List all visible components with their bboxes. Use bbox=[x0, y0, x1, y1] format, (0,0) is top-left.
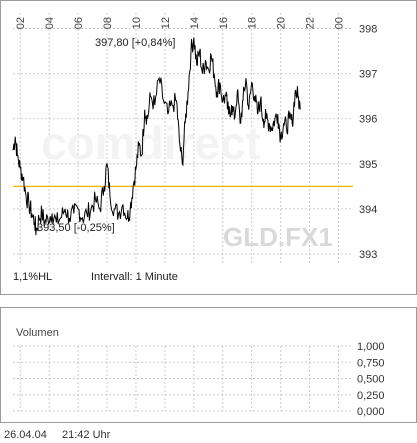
price-x-ticks: 02 04 06 08 10 12 14 16 18 20 22 00 bbox=[15, 17, 345, 29]
y-tick-label: 394 bbox=[359, 204, 377, 216]
x-tick-label: 00 bbox=[334, 17, 346, 29]
y-tick-label: 393 bbox=[359, 249, 377, 261]
x-tick-label: 08 bbox=[102, 17, 114, 29]
volume-chart-panel: Volumen 1,000 0,750 0,500 0,250 0,000 bbox=[0, 307, 417, 423]
x-tick-label: 14 bbox=[189, 17, 201, 29]
price-chart-panel: comdirect GLD.FX1 02 04 06 08 10 12 14 16 18 20 22… bbox=[0, 0, 417, 295]
x-tick-label: 20 bbox=[276, 17, 288, 29]
y-tick-label: 395 bbox=[359, 159, 377, 171]
price-series-line bbox=[12, 37, 301, 236]
volume-y-tick-label: 0,750 bbox=[357, 357, 385, 369]
volume-chart-svg: 1,000 0,750 0,500 0,250 0,000 bbox=[13, 341, 385, 418]
y-tick-label: 396 bbox=[359, 114, 377, 126]
x-tick-label: 18 bbox=[247, 17, 259, 29]
volume-y-tick-label: 0,250 bbox=[357, 390, 385, 402]
volume-y-ticks: 1,000 0,750 0,500 0,250 0,000 bbox=[357, 341, 385, 418]
x-tick-label: 22 bbox=[305, 17, 317, 29]
x-tick-label: 16 bbox=[218, 17, 230, 29]
price-y-ticks: 398 397 396 395 394 393 bbox=[359, 24, 377, 261]
watermark-symbol: GLD.FX1 bbox=[223, 222, 333, 252]
high-annotation: 397,80 [+0,84%] bbox=[95, 37, 175, 49]
hl-range-label: 1,1%HL bbox=[13, 271, 52, 283]
volume-y-tick-label: 0,000 bbox=[357, 406, 385, 418]
x-tick-label: 12 bbox=[160, 17, 172, 29]
y-tick-label: 397 bbox=[359, 69, 377, 81]
volume-y-tick-label: 1,000 bbox=[357, 341, 385, 353]
watermark-brand: comdirect bbox=[41, 117, 261, 169]
y-tick-label: 398 bbox=[359, 24, 377, 36]
volume-title: Volumen bbox=[16, 327, 59, 339]
interval-label: Intervall: 1 Minute bbox=[91, 271, 178, 283]
x-tick-label: 10 bbox=[131, 17, 143, 29]
price-chart-svg: comdirect GLD.FX1 02 04 06 08 10 12 14 16 18 20 22… bbox=[12, 13, 377, 283]
volume-grid bbox=[13, 345, 353, 412]
price-grid bbox=[13, 13, 353, 263]
volume-y-tick-label: 0,500 bbox=[357, 374, 385, 386]
footer-time: 21:42 Uhr bbox=[62, 429, 111, 441]
x-tick-label: 06 bbox=[73, 17, 85, 29]
x-tick-label: 04 bbox=[44, 17, 56, 29]
footer-date: 26.04.04 bbox=[4, 429, 47, 441]
x-tick-label: 02 bbox=[15, 17, 27, 29]
low-annotation: 393,50 [-0,25%] bbox=[37, 222, 115, 234]
